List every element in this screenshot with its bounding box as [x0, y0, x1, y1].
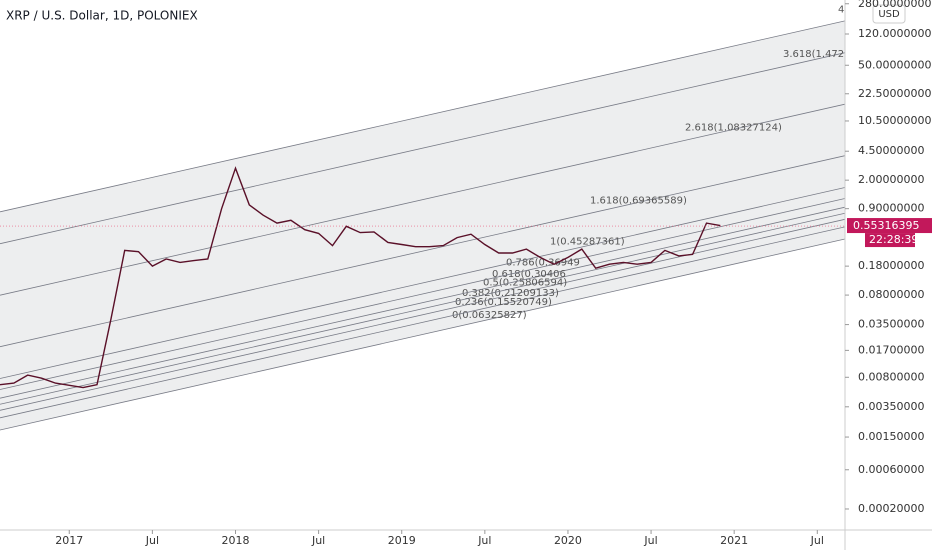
fib-label: 0.236(0.15520749): [455, 297, 552, 308]
y-tick-label: 120.00000000: [858, 27, 932, 40]
fib-label: 0.786(0.36949: [506, 257, 580, 268]
currency-button[interactable]: [872, 4, 906, 24]
fib-line: [0, 52, 845, 245]
x-tick-label: 2020: [554, 534, 582, 547]
fib-line: [0, 218, 845, 411]
fib-line: [0, 187, 845, 379]
last-price-box: [847, 218, 932, 234]
fib-label: 0.5(0.25806594): [483, 277, 567, 288]
price-line: [0, 166, 721, 389]
x-tick-label: 2017: [55, 534, 83, 547]
fib-label: 0(0.06325827): [452, 310, 527, 321]
y-tick-label: 22.50000000: [858, 87, 931, 100]
fib-line: [0, 212, 845, 405]
x-tick-label: 2018: [221, 534, 249, 547]
x-tick-label: Jul: [810, 534, 824, 547]
fib-line: [0, 206, 845, 399]
fib-label: 1.618(0.69365589): [590, 196, 687, 207]
countdown-label: 22:28:39: [869, 233, 918, 246]
fib-line: [0, 103, 845, 296]
y-tick-label: 4.50000000: [858, 144, 924, 157]
y-tick-label: 0.03500000: [858, 318, 924, 331]
fib-channel: 0(0.06325827) 0.236(0.15520749)0.382(0.21…: [0, 5, 857, 431]
countdown-box: [865, 233, 915, 248]
currency-label: USD: [878, 9, 900, 20]
y-tick-label: 0.00350000: [858, 400, 924, 413]
y-tick-label: 0.01700000: [858, 343, 924, 356]
fib-label: 0.382(0.21209133): [462, 288, 559, 299]
fib-label: 2.618(1.08327124): [685, 123, 782, 134]
fib-line: [0, 20, 845, 213]
y-tick-label: 2.00000000: [858, 173, 924, 186]
x-tick-label: 2019: [388, 534, 416, 547]
y-tick-label: 50.00000000: [858, 58, 931, 71]
y-tick-label: 280.00000000: [858, 0, 932, 10]
y-tick-label: 10.50000000: [858, 114, 931, 127]
fib-label: 1(0.45287361): [550, 236, 625, 247]
y-tick-label: 0.00150000: [858, 430, 924, 443]
y-tick-label: 0.00800000: [858, 370, 924, 383]
last-price-label: 0.55316395: [853, 219, 919, 232]
y-tick-label: 0.08000000: [858, 288, 924, 301]
fib-line: [0, 226, 845, 419]
fib-label: 4.: [838, 5, 848, 16]
x-tick-label: 2021: [720, 534, 748, 547]
axes: 280.00000000 120.00000000 50.00000000 22.50…: [55, 0, 932, 547]
x-tick-label: Jul: [311, 534, 325, 547]
y-tick-label: 0.90000000: [858, 202, 924, 215]
y-tick-label: 0.00020000: [858, 502, 924, 515]
fib-line: [0, 238, 845, 431]
fib-line: [0, 198, 845, 390]
x-tick-label: Jul: [477, 534, 491, 547]
x-tick-label: Jul: [145, 534, 159, 547]
fib-line: [0, 155, 845, 348]
y-tick-label: 0.18000000: [858, 259, 924, 272]
fib-label: 0.618(0.30406: [492, 269, 566, 280]
fib-fill: [0, 20, 845, 430]
fib-label: 3.618(1.47288: [783, 49, 857, 60]
chart-title: XRP / U.S. Dollar, 1D, POLONIEX: [6, 9, 198, 23]
y-tick-label: 0.00060000: [858, 463, 924, 476]
x-tick-label: Jul: [643, 534, 657, 547]
plot-area: [0, 166, 845, 389]
